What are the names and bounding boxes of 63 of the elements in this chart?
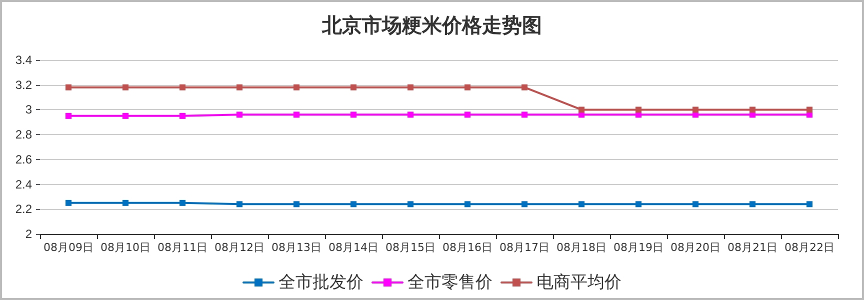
x-tick-label: 08月09日 xyxy=(44,241,94,254)
point xyxy=(464,112,470,118)
point xyxy=(692,201,698,208)
point xyxy=(180,84,186,90)
y-tick-label: 3 xyxy=(25,102,32,117)
point xyxy=(522,201,528,208)
legend-label: 电商平均价 xyxy=(536,272,622,292)
legend-label: 全市零售价 xyxy=(408,272,492,292)
point xyxy=(750,201,756,208)
x-tick-label: 08月12日 xyxy=(214,241,264,254)
point xyxy=(522,112,528,118)
x-tick-label: 08月14日 xyxy=(328,241,378,254)
point xyxy=(66,112,72,119)
point xyxy=(806,201,812,208)
point xyxy=(692,106,698,113)
point xyxy=(294,112,300,118)
point xyxy=(122,112,128,119)
point xyxy=(350,84,356,90)
point xyxy=(294,201,300,208)
x-tick-label: 08月18日 xyxy=(556,241,606,254)
y-tick-label: 2 xyxy=(25,227,32,241)
point xyxy=(578,201,584,208)
y-tick-label: 2.8 xyxy=(15,128,32,142)
point xyxy=(122,84,128,90)
legend-label: 全市批发价 xyxy=(278,272,364,292)
y-tick-label: 3.4 xyxy=(15,53,32,67)
x-tick-label: 08月16日 xyxy=(442,241,492,254)
point xyxy=(636,201,642,208)
x-tick-label: 08月19日 xyxy=(614,241,664,254)
x-tick-label: 08月21日 xyxy=(728,241,778,254)
point xyxy=(750,106,756,113)
point xyxy=(464,84,470,90)
point xyxy=(294,84,300,90)
point xyxy=(408,112,414,118)
y-tick-label: 3.2 xyxy=(15,78,32,92)
x-tick-label: 08月22日 xyxy=(784,241,834,254)
point xyxy=(66,200,72,206)
y-tick-label: 2.2 xyxy=(15,202,32,216)
point xyxy=(522,84,528,90)
point xyxy=(122,200,128,206)
point xyxy=(236,84,242,90)
point xyxy=(180,200,186,206)
point xyxy=(636,106,642,113)
point xyxy=(236,112,242,118)
point xyxy=(578,106,584,113)
point xyxy=(236,201,242,208)
point xyxy=(464,201,470,208)
point xyxy=(806,106,812,113)
x-tick-label: 08月10日 xyxy=(100,241,150,254)
x-tick-label: 08月20日 xyxy=(670,241,720,254)
point xyxy=(180,112,186,119)
y-tick-label: 2.6 xyxy=(15,152,32,166)
x-tick-label: 08月13日 xyxy=(272,241,322,254)
x-tick-label: 08月15日 xyxy=(386,241,436,254)
point xyxy=(350,112,356,118)
x-tick-label: 08月11日 xyxy=(158,241,208,254)
y-tick-label: 2.4 xyxy=(15,177,32,192)
x-tick-label: 08月17日 xyxy=(500,241,550,254)
point xyxy=(66,84,72,90)
point xyxy=(408,84,414,90)
chart-title: 北京市场粳米价格走势图 xyxy=(321,13,542,37)
point xyxy=(350,201,356,208)
point xyxy=(408,201,414,208)
